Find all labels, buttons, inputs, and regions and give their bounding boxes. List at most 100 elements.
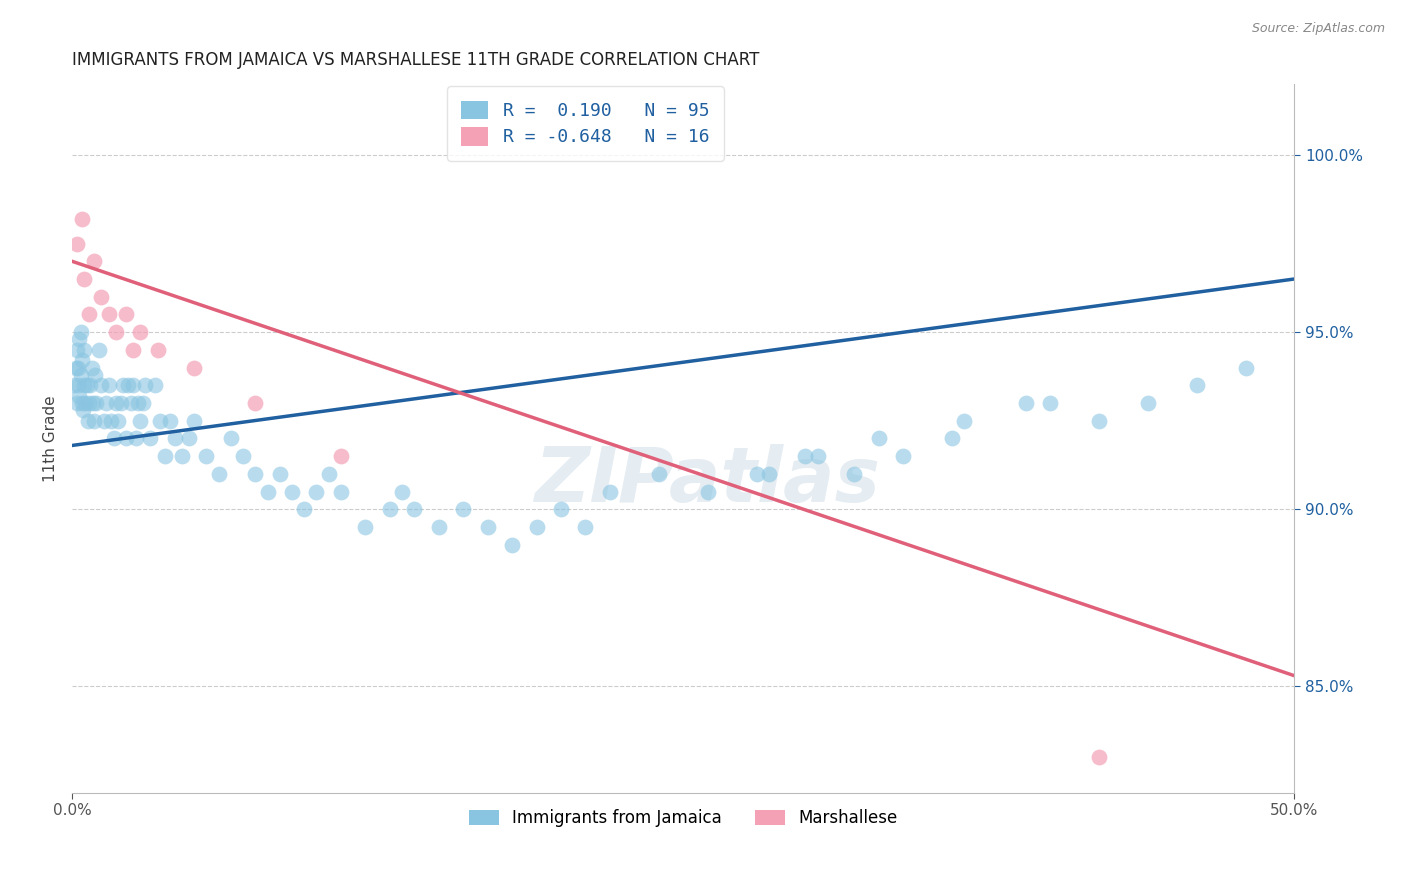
Point [941,431,963,445]
Point [66,343,89,357]
Point [105,396,128,410]
Point [305,484,328,499]
Point [66,396,89,410]
Point [87,343,110,357]
Point [1039,396,1062,410]
Point [90,290,112,304]
Point [129,414,152,428]
Point [427,520,450,534]
Point [354,520,377,534]
Point [143,378,166,392]
Point [67,389,90,403]
Point [807,449,830,463]
Point [292,502,315,516]
Point [83,254,105,268]
Point [1088,414,1111,428]
Point [129,325,152,339]
Point [65,360,87,375]
Point [318,467,340,481]
Point [183,360,205,375]
Point [378,502,401,516]
Point [163,431,186,445]
Point [105,325,128,339]
Point [281,484,304,499]
Point [208,467,231,481]
Point [391,484,413,499]
Point [120,396,142,410]
Point [117,378,139,392]
Point [1088,750,1111,764]
Point [86,396,108,410]
Point [134,378,156,392]
Point [84,368,107,382]
Point [73,378,96,392]
Text: IMMIGRANTS FROM JAMAICA VS MARSHALLESE 11TH GRADE CORRELATION CHART: IMMIGRANTS FROM JAMAICA VS MARSHALLESE 1… [72,51,759,69]
Point [329,484,352,499]
Point [97,378,120,392]
Point [794,449,817,463]
Point [574,520,596,534]
Text: Source: ZipAtlas.com: Source: ZipAtlas.com [1251,22,1385,36]
Point [256,484,278,499]
Point [183,414,205,428]
Point [70,211,93,226]
Point [477,520,499,534]
Point [77,396,100,410]
Point [80,360,103,375]
Point [97,307,120,321]
Point [146,343,169,357]
Point [79,378,101,392]
Point [67,360,90,375]
Point [96,396,118,410]
Point [124,431,146,445]
Point [696,484,718,499]
Point [758,467,780,481]
Point [550,502,572,516]
Point [122,343,145,357]
Point [599,484,621,499]
Point [1234,360,1257,375]
Point [269,467,291,481]
Point [153,449,176,463]
Point [195,449,218,463]
Point [112,378,135,392]
Point [66,236,89,251]
Legend: Immigrants from Jamaica, Marshallese: Immigrants from Jamaica, Marshallese [463,803,904,834]
Point [1185,378,1208,392]
Point [844,467,866,481]
Point [451,502,474,516]
Point [170,449,193,463]
Point [69,325,91,339]
Point [179,431,201,445]
Point [67,378,90,392]
Point [93,414,115,428]
Y-axis label: 11th Grade: 11th Grade [44,395,58,482]
Point [70,353,93,368]
Point [149,414,172,428]
Point [745,467,768,481]
Point [63,378,86,392]
Point [76,378,98,392]
Point [69,368,91,382]
Point [107,414,129,428]
Point [90,378,112,392]
Point [501,538,523,552]
Point [132,396,155,410]
Point [329,449,352,463]
Point [1014,396,1036,410]
Point [70,396,93,410]
Point [114,431,136,445]
Point [526,520,548,534]
Point [127,396,149,410]
Point [73,343,96,357]
Point [67,332,90,346]
Point [245,396,267,410]
Point [82,396,104,410]
Point [83,414,105,428]
Point [868,431,890,445]
Point [1136,396,1159,410]
Point [103,431,125,445]
Point [648,467,671,481]
Point [110,396,132,410]
Point [114,307,136,321]
